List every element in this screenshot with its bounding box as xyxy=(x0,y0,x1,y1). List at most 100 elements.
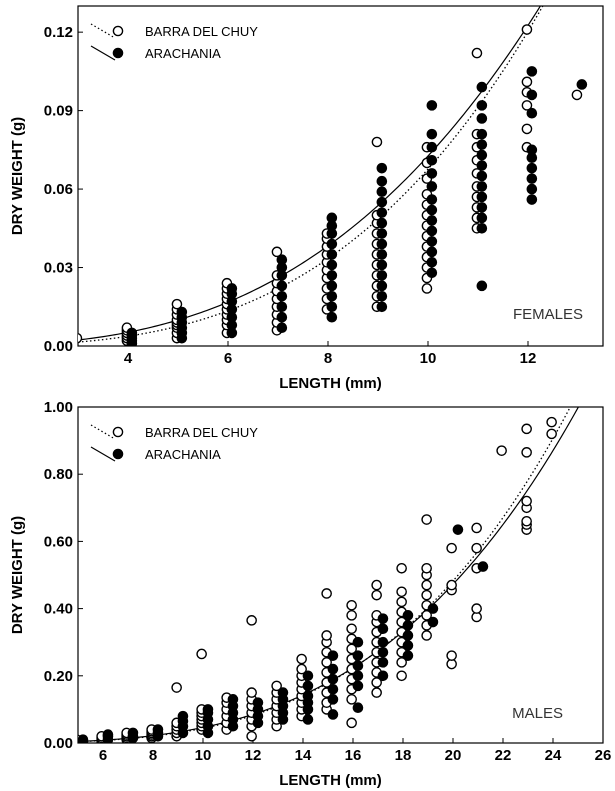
y-tick-label: 0.06 xyxy=(44,181,73,198)
y-tick-label: 0.60 xyxy=(44,533,73,550)
arachania-point xyxy=(276,280,288,292)
y-tick-label: 0.12 xyxy=(44,24,73,41)
arachania-point xyxy=(376,196,388,208)
arachania-point xyxy=(376,259,388,271)
arachania-point xyxy=(476,212,488,224)
arachania-point xyxy=(526,107,538,119)
barra-del-chuy-point xyxy=(346,643,357,655)
x-tick-label: 20 xyxy=(445,747,462,764)
legend-marker-1 xyxy=(112,47,124,59)
barra-del-chuy-point xyxy=(421,514,432,525)
legend-marker-1 xyxy=(112,448,124,460)
barra-del-chuy-point xyxy=(396,562,407,574)
arachania-point xyxy=(426,204,438,216)
arachania-point xyxy=(526,66,538,77)
arachania-point xyxy=(402,610,414,621)
barra-del-chuy-point xyxy=(546,428,557,440)
arachania-point xyxy=(376,175,388,187)
x-tick-label: 12 xyxy=(245,747,262,764)
barra-del-chuy-point xyxy=(171,298,183,310)
barra-del-chuy-point xyxy=(521,24,533,35)
x-tick-label: 22 xyxy=(495,747,512,764)
arachania-point xyxy=(476,100,488,111)
arachania-point xyxy=(326,311,338,323)
barra-del-chuy-point xyxy=(346,717,357,729)
x-axis-title: LENGTH (mm) xyxy=(279,375,382,392)
barra-del-chuy-point xyxy=(521,423,532,435)
x-tick-label: 18 xyxy=(395,747,412,764)
x-tick-label: 10 xyxy=(420,350,437,367)
barra-del-chuy-point xyxy=(371,589,382,601)
arachania-point xyxy=(276,291,288,302)
arachania-point xyxy=(476,170,488,182)
barra-del-chuy-point xyxy=(296,663,307,675)
barra-del-chuy-point xyxy=(421,562,432,574)
barra-del-chuy-point xyxy=(78,332,83,344)
arachania-point xyxy=(526,194,538,205)
barra-del-chuy-point xyxy=(271,680,282,692)
barra-del-chuy-point xyxy=(421,283,433,294)
y-tick-label: 0.40 xyxy=(44,601,73,618)
arachania-point xyxy=(276,254,288,265)
x-tick-label: 12 xyxy=(520,350,537,367)
x-tick-label: 8 xyxy=(324,350,332,367)
y-tick-label: 0.03 xyxy=(44,260,73,277)
arachania-point xyxy=(176,306,188,318)
barra-del-chuy-point xyxy=(321,657,332,668)
barra-del-chuy-point xyxy=(421,589,432,601)
arachania-point xyxy=(576,79,588,90)
barra-del-chuy-point xyxy=(521,76,533,88)
arachania-point xyxy=(102,729,114,740)
barra-del-chuy-point xyxy=(371,687,382,698)
arachania-point xyxy=(276,301,288,313)
x-tick-label: 16 xyxy=(345,747,362,764)
arachania-point xyxy=(227,694,239,705)
barra-del-chuy-point xyxy=(396,586,407,598)
barra-del-chuy-point xyxy=(521,100,533,111)
x-tick-label: 8 xyxy=(149,747,157,764)
arachania-point xyxy=(426,181,438,192)
arachania-point xyxy=(352,650,364,661)
barra-del-chuy-point xyxy=(396,657,407,668)
arachania-point xyxy=(376,270,388,281)
y-tick-label: 0.00 xyxy=(44,338,73,355)
legend-line-1 xyxy=(90,45,116,61)
arachania-point xyxy=(78,734,89,743)
arachania-point xyxy=(326,212,338,224)
legend-label: BARRA DEL CHUY xyxy=(145,24,258,39)
barra-del-chuy-point xyxy=(521,123,533,135)
arachania-point xyxy=(402,640,414,651)
arachania-point xyxy=(476,181,488,192)
x-axis-title: LENGTH (mm) xyxy=(279,772,382,789)
barra-del-chuy-point xyxy=(246,730,257,742)
females-panel: 4 6 8 10 12 0.00 0.03 0.06 0.09 0.12 LENGTH (mm) DR… xyxy=(9,5,604,392)
arachania-point xyxy=(326,238,338,250)
arachania-point xyxy=(476,128,488,140)
barra-del-chuy-point xyxy=(446,542,457,554)
arachania-point xyxy=(177,710,189,722)
barra-del-chuy-point xyxy=(421,610,432,621)
legend-marker-0 xyxy=(112,426,124,438)
x-tick-label: 10 xyxy=(195,747,212,764)
arachania-point xyxy=(476,160,488,171)
x-tick-label: 4 xyxy=(124,350,133,367)
x-tick-label: 6 xyxy=(224,350,232,367)
arachania-point xyxy=(326,249,338,260)
barra-del-chuy-point xyxy=(521,447,532,458)
panel-label: MALES xyxy=(512,705,563,722)
arachania-point xyxy=(377,657,389,668)
arachania-point xyxy=(426,155,438,166)
arachania-point xyxy=(376,291,388,302)
arachania-point xyxy=(426,236,438,247)
barra-del-chuy-point xyxy=(171,682,182,693)
males-panel: 6 8 10 12 14 16 18 20 22 24 26 0.00 0.20 0.40 0.60 0.80… xyxy=(9,399,611,789)
legend-label: ARACHANIA xyxy=(145,447,221,462)
y-axis-title: DRY WEIGHT (g) xyxy=(9,516,26,634)
arachania-point xyxy=(427,616,439,628)
arachania-point xyxy=(126,327,138,339)
barra-del-chuy-point xyxy=(446,579,457,591)
arachania-point xyxy=(402,650,414,661)
barra-del-chuy-point xyxy=(371,579,382,591)
legend-marker-0 xyxy=(112,25,124,37)
arachania-point xyxy=(426,267,438,279)
